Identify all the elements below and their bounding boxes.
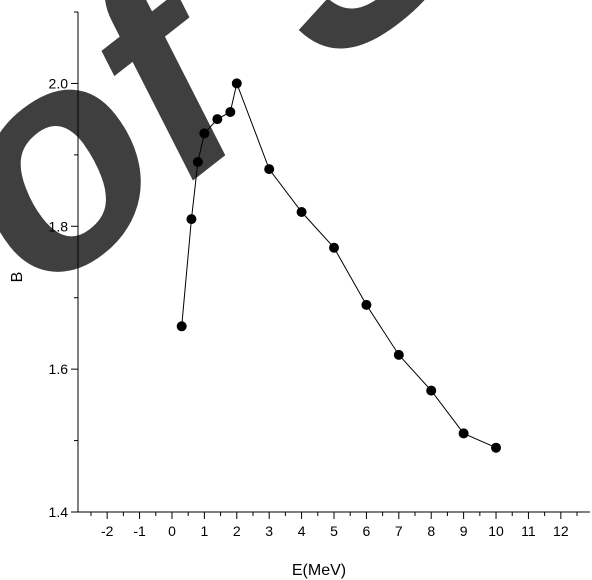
x-tick-label: -2 [101,523,114,539]
data-point [231,78,242,89]
data-point [225,107,236,117]
y-axis-title: B [9,272,26,283]
data-point [361,299,372,310]
x-axis-title: E(MeV) [292,562,346,579]
x-tick-label: 2 [233,523,241,539]
y-tick-label: 1.4 [49,504,69,520]
x-ticks: -2 -1 0 1 2 3 4 5 6 7 8 9 10 11 12 [90,512,578,539]
x-tick-label: 5 [330,523,338,539]
data-point [491,442,502,453]
series-layer [176,78,502,453]
x-tick-label: 11 [521,523,536,539]
data-point [458,428,469,439]
x-tick-label: -1 [133,523,146,539]
data-point [264,164,275,175]
y-tick-label: 1.8 [49,218,69,234]
watermark: of S [0,0,527,350]
y-ticks: 1.4 1.6 1.8 2.0 [49,11,78,520]
x-tick-label: 10 [488,523,504,539]
data-point [393,349,404,360]
x-tick-label: 4 [298,523,306,539]
x-tick-label: 12 [553,523,569,539]
watermark-text: of S [0,0,527,350]
data-point [192,157,203,167]
x-tick-label: 0 [168,523,176,539]
x-tick-label: 7 [395,523,403,539]
x-tick-label: 9 [460,523,468,539]
data-point [426,385,437,396]
axes: -2 -1 0 1 2 3 4 5 6 7 8 9 10 11 12 1.41.61.82.0 [49,11,590,539]
x-tick-label: 3 [265,523,273,539]
x-tick-label: 8 [427,523,435,539]
data-point [199,128,210,139]
y-tick-label: 1.6 [49,361,69,377]
data-point [329,242,339,253]
x-tick-label: 1 [200,523,208,539]
data-point [212,114,223,125]
data-point [176,321,187,332]
x-tick-label: 6 [363,523,371,539]
y-tick-label: 2.0 [49,75,69,91]
data-point [186,214,197,225]
data-point [296,207,307,217]
